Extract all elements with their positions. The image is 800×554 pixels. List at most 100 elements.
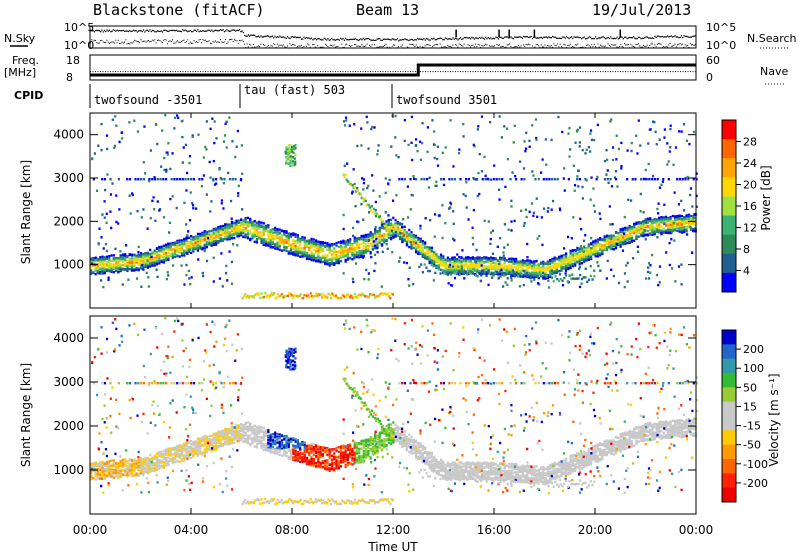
power-pixel <box>519 265 522 268</box>
power-pixel <box>255 241 259 244</box>
nsearch-point <box>161 41 163 43</box>
power-pixel <box>360 234 363 238</box>
nsky-point <box>194 29 196 31</box>
nsearch-point <box>693 45 695 47</box>
power-pixel <box>362 241 365 244</box>
power-pixel <box>358 250 361 253</box>
power-pixel <box>112 257 115 260</box>
power-pixel <box>524 260 527 263</box>
power-pixel <box>612 239 615 242</box>
nsky-point <box>120 30 122 32</box>
nsearch-point <box>620 43 622 45</box>
power-pixel <box>235 231 238 235</box>
power-pixel <box>364 243 368 246</box>
power-pixel <box>446 256 449 259</box>
power-pixel <box>664 224 668 227</box>
power-pixel <box>217 234 220 237</box>
power-pixel <box>114 261 118 264</box>
nsearch-point <box>437 44 439 46</box>
power-pixel <box>444 267 447 271</box>
power-pixel <box>246 236 250 240</box>
nsearch-point <box>288 47 290 49</box>
nsky-point <box>517 36 520 38</box>
power-pixel <box>669 217 672 220</box>
power-pixel <box>414 244 418 247</box>
power-pixel <box>655 223 659 226</box>
power-pixel <box>294 250 297 254</box>
nsky-point <box>543 36 545 38</box>
power-pixel <box>594 246 597 249</box>
power-pixel <box>485 266 488 269</box>
power-pixel <box>130 261 134 264</box>
nsky-point <box>336 38 338 41</box>
power-pixel <box>292 233 295 237</box>
power-pixel <box>587 255 590 259</box>
nsky-point <box>666 35 669 37</box>
power-pixel <box>310 240 313 243</box>
power-pixel <box>103 256 106 259</box>
power-pixel <box>576 128 579 132</box>
power-pixel <box>371 237 374 240</box>
nsearch-point <box>298 45 300 47</box>
nsky-point <box>548 36 550 38</box>
power-pixel <box>217 227 220 231</box>
nsearch-point <box>630 43 632 45</box>
power-pixel <box>233 225 236 228</box>
power-pixel <box>692 214 695 218</box>
nsky-point <box>154 31 156 33</box>
power-pixel <box>617 239 620 242</box>
power-pixel <box>374 241 377 245</box>
nsearch-point <box>649 45 651 47</box>
power-pixel <box>617 235 620 238</box>
power-pixel <box>683 209 686 212</box>
nsky-point <box>264 35 266 38</box>
nsky-point <box>119 29 121 32</box>
power-pixel <box>578 256 581 260</box>
power-pixel <box>544 276 547 280</box>
nsearch-point <box>130 42 132 44</box>
power-pixel <box>453 264 456 267</box>
nsearch-point <box>119 43 121 45</box>
nsky-point <box>413 39 415 42</box>
power-pixel <box>213 141 216 145</box>
power-pixel <box>417 250 420 253</box>
nsearch-point <box>549 46 551 48</box>
power-pixel <box>603 235 606 238</box>
power-pixel <box>424 255 427 258</box>
nsky-point <box>531 37 534 40</box>
power-pixel <box>367 248 370 251</box>
power-pixel <box>362 218 365 221</box>
power-pixel <box>217 241 220 244</box>
power-pixel <box>599 242 602 246</box>
nsky-point <box>160 30 162 32</box>
power-pixel <box>522 167 526 170</box>
nsky-point <box>262 36 265 38</box>
nsky-point <box>201 30 203 32</box>
nsearch-point <box>650 43 652 45</box>
power-pixel <box>206 236 210 240</box>
power-pixel <box>264 224 268 228</box>
power-pixel <box>287 244 290 247</box>
nsky-point <box>420 38 422 40</box>
power-pixel <box>105 249 108 253</box>
power-pixel <box>526 275 529 279</box>
nsky-point <box>299 36 301 38</box>
power-pixel <box>489 256 493 259</box>
nsky-point <box>300 38 303 40</box>
power-pixel <box>283 246 286 249</box>
power-pixel <box>337 258 340 261</box>
power-pixel <box>676 223 679 226</box>
nsearch-point <box>136 41 138 43</box>
power-pixel <box>158 247 161 250</box>
power-pixel <box>226 279 229 282</box>
nsky-point <box>333 39 335 41</box>
power-pixel <box>549 270 552 274</box>
power-pixel <box>339 251 343 255</box>
power-pixel <box>333 250 336 254</box>
power-pixel <box>624 240 627 244</box>
nsearch-point <box>419 45 421 47</box>
power-pixel <box>653 230 656 233</box>
power-pixel <box>333 256 336 259</box>
power-pixel <box>103 257 106 261</box>
nsearch-point <box>353 44 355 46</box>
